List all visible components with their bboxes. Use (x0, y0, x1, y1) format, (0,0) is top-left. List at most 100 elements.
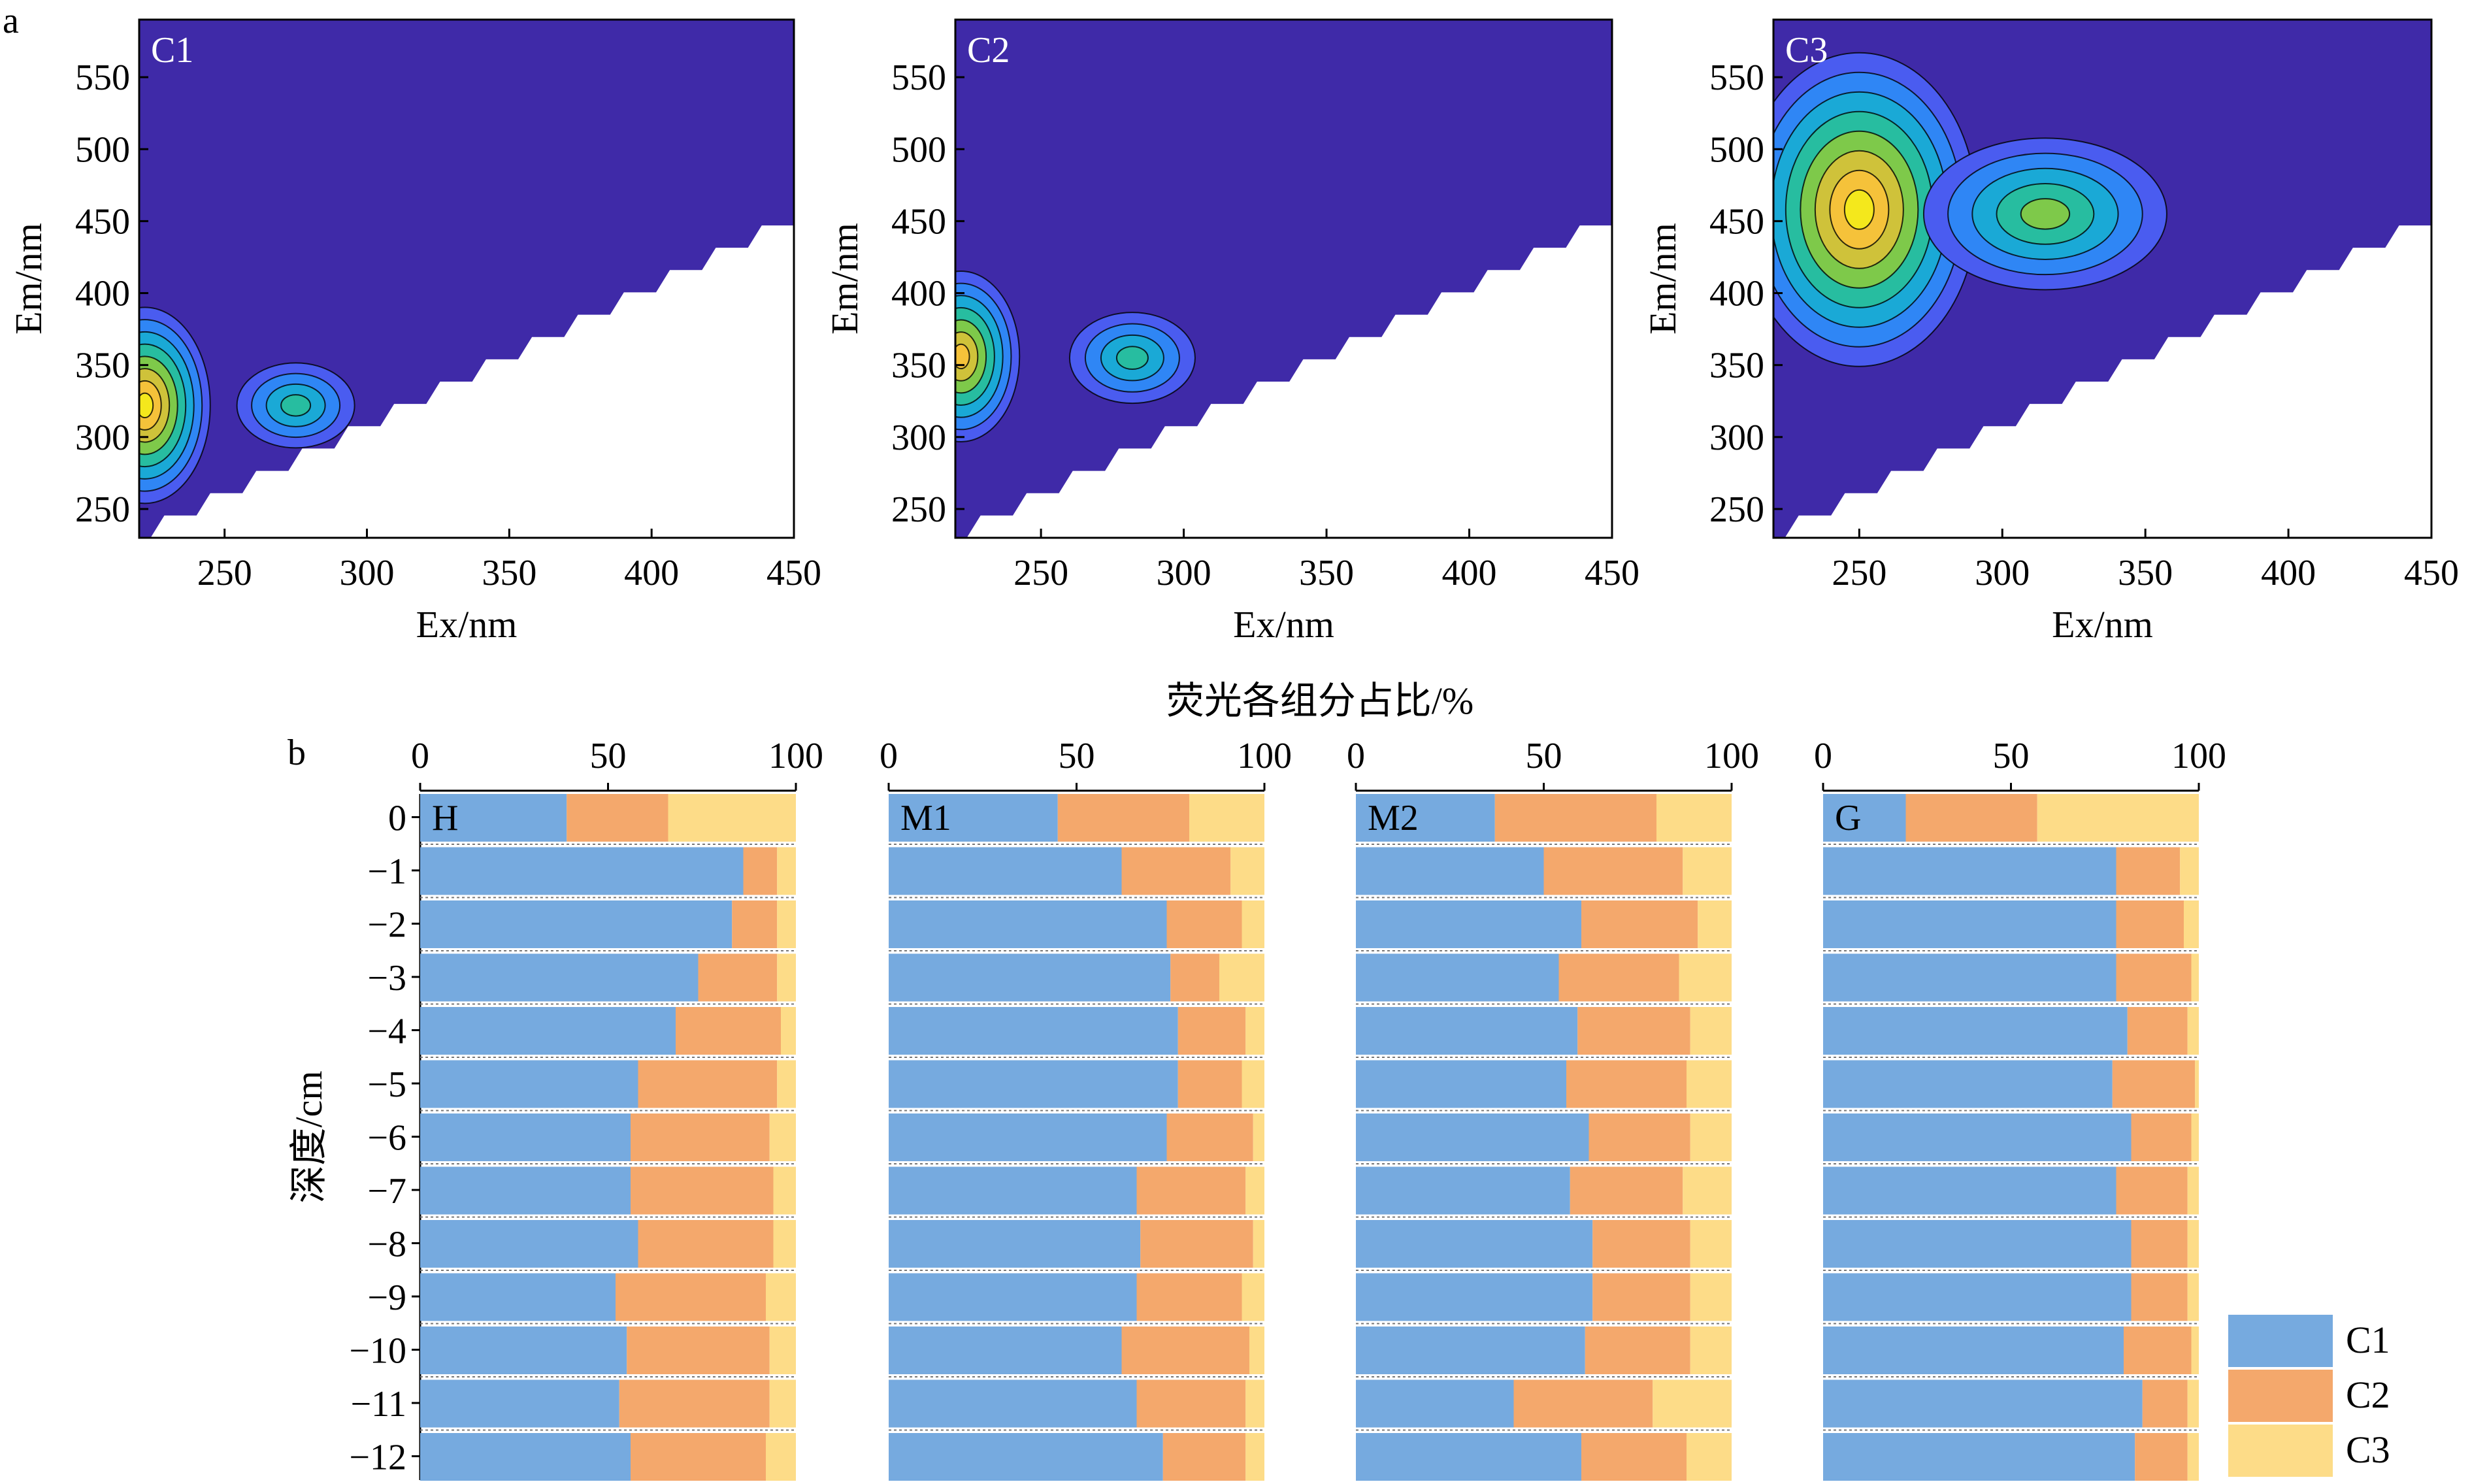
bar-segment-c1 (1356, 1060, 1566, 1108)
eem-frame (138, 18, 795, 539)
bar-segment-c1 (420, 1060, 638, 1108)
bar-segment-c1 (1823, 1007, 2128, 1055)
legend-label-c2: C2 (2346, 1374, 2390, 1416)
eem-contour-level (2020, 198, 2071, 230)
component-tag: C3 (1785, 30, 1828, 71)
bar-segment-c1 (1356, 1433, 1581, 1481)
depth-tick-label: −10 (349, 1331, 406, 1372)
bar-segment-c2 (638, 1220, 774, 1268)
x-tick-label: 300 (1157, 553, 1211, 593)
bar-segment-c3 (777, 1060, 796, 1108)
eem-contour-level (280, 394, 312, 417)
bar-segment-c1 (889, 847, 1122, 895)
x-tick-label: 50 (590, 736, 627, 776)
depth-tick-label: −6 (367, 1118, 406, 1159)
bar-segment-c2 (2142, 1379, 2188, 1428)
bar-segment-c1 (1356, 953, 1559, 1002)
bar-segment-c1 (1823, 1060, 2113, 1108)
panel-b-y-axis-title: 深度/cm (288, 1071, 330, 1204)
x-tick-label: 350 (2118, 553, 2173, 593)
x-tick-label: 400 (624, 553, 679, 593)
legend-swatch-c1 (2228, 1315, 2333, 1367)
bar-segment-c2 (1513, 1379, 1653, 1428)
depth-tick-label: −9 (367, 1278, 406, 1318)
bar-segment-c2 (1170, 953, 1219, 1002)
bar-segment-c3 (1690, 1327, 1732, 1374)
bar-segment-c1 (1356, 1379, 1514, 1428)
y-tick-label: 550 (75, 58, 130, 98)
y-tick-label: 400 (1709, 274, 1764, 314)
bar-segment-c3 (773, 1220, 796, 1268)
bar-segment-c3 (1245, 1379, 1264, 1428)
bar-segment-c1 (420, 1433, 631, 1481)
bar-segment-c2 (698, 953, 778, 1002)
bar-segment-c1 (889, 794, 1058, 842)
x-axis-title: Ex/nm (416, 603, 518, 646)
bar-segment-c2 (1162, 1433, 1246, 1481)
bar-segment-c2 (627, 1327, 770, 1374)
y-tick-label: 350 (1709, 346, 1764, 386)
bar-segment-c3 (1683, 847, 1732, 895)
bar-segment-c2 (1121, 1327, 1249, 1374)
bar-segment-c3 (1189, 794, 1264, 842)
bar-segment-c1 (420, 1113, 631, 1161)
depth-tick-label: −7 (367, 1171, 406, 1212)
site-panel-m2: 0 50 100 M2 (1347, 736, 1759, 1481)
panel-a: 250 300 350 400 450 250 300 350 400 450 500 550 Ex/n… (7, 18, 2459, 646)
bar-segment-c2 (616, 1273, 766, 1321)
y-tick-label: 350 (75, 346, 130, 386)
bar-segment-c2 (1166, 900, 1242, 948)
bar-segment-c2 (567, 794, 668, 842)
bar-segment-c1 (889, 1433, 1163, 1481)
x-tick-label: 350 (482, 553, 536, 593)
bar-segment-c1 (1823, 900, 2116, 948)
eem-contour-area (955, 20, 1612, 538)
depth-tick-label: −12 (349, 1438, 406, 1478)
x-tick-label: 50 (1993, 736, 2030, 776)
bar-segment-c1 (889, 1060, 1178, 1108)
bar-segment-c1 (1823, 1113, 2132, 1161)
bar-segment-c2 (676, 1007, 781, 1055)
bar-segment-c3 (777, 847, 796, 895)
y-tick-label: 400 (75, 274, 130, 314)
bar-segment-c3 (777, 900, 796, 948)
bar-segment-c3 (769, 1327, 796, 1374)
bar-segment-c2 (1121, 847, 1231, 895)
bar-segment-c1 (1823, 794, 1906, 842)
bar-segment-c1 (420, 794, 567, 842)
bar-segment-c3 (2191, 1113, 2199, 1161)
bar-segment-c1 (889, 900, 1167, 948)
bar-segment-c1 (1356, 900, 1581, 948)
bar-segment-c2 (631, 1166, 774, 1215)
x-tick-label: 250 (197, 553, 252, 593)
bar-segment-c1 (1356, 1166, 1570, 1215)
bar-segment-c3 (766, 1433, 796, 1481)
bar-segment-c1 (420, 1007, 676, 1055)
site-panel-g: 0 50 100 G (1814, 736, 2226, 1481)
bar-segment-c2 (1581, 900, 1698, 948)
x-tick-label: 450 (2404, 553, 2459, 593)
site-label: G (1835, 798, 1861, 838)
bar-segment-c1 (889, 1007, 1178, 1055)
bar-segment-c3 (2187, 1007, 2199, 1055)
bar-segment-c3 (1679, 953, 1732, 1002)
y-tick-label: 500 (1709, 129, 1764, 170)
bar-segment-c1 (889, 1273, 1137, 1321)
bar-segment-c2 (1166, 1113, 1253, 1161)
bar-segment-c3 (2187, 1220, 2199, 1268)
eem-contour-level (955, 343, 970, 370)
bar-segment-c1 (1823, 1220, 2132, 1268)
bar-segment-c2 (1577, 1007, 1690, 1055)
x-tick-label: 400 (2261, 553, 2316, 593)
bar-segment-c1 (420, 1166, 631, 1215)
x-tick-label: 0 (411, 736, 429, 776)
bar-segment-c1 (889, 1220, 1141, 1268)
bar-segment-c3 (1242, 1273, 1264, 1321)
depth-tick-label: −1 (367, 851, 406, 892)
bar-segment-c2 (2116, 900, 2184, 948)
bar-segment-c1 (420, 1327, 627, 1374)
component-tag: C1 (151, 30, 193, 71)
bar-segment-c3 (1230, 847, 1264, 895)
bar-segment-c2 (2124, 1327, 2192, 1374)
bar-segment-c3 (1253, 1113, 1264, 1161)
